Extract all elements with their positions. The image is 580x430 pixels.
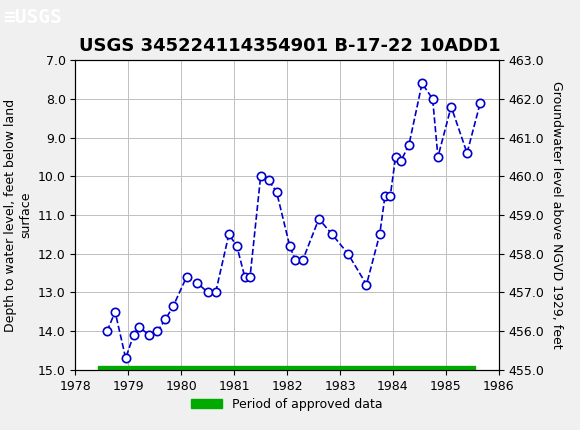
Y-axis label: Groundwater level above NGVD 1929, feet: Groundwater level above NGVD 1929, feet bbox=[550, 81, 563, 349]
Text: ≡USGS: ≡USGS bbox=[3, 8, 61, 27]
Legend: Period of approved data: Period of approved data bbox=[186, 393, 388, 416]
Text: USGS 345224114354901 B-17-22 10ADD1: USGS 345224114354901 B-17-22 10ADD1 bbox=[79, 37, 501, 55]
Y-axis label: Depth to water level, feet below land
surface: Depth to water level, feet below land su… bbox=[4, 98, 32, 332]
